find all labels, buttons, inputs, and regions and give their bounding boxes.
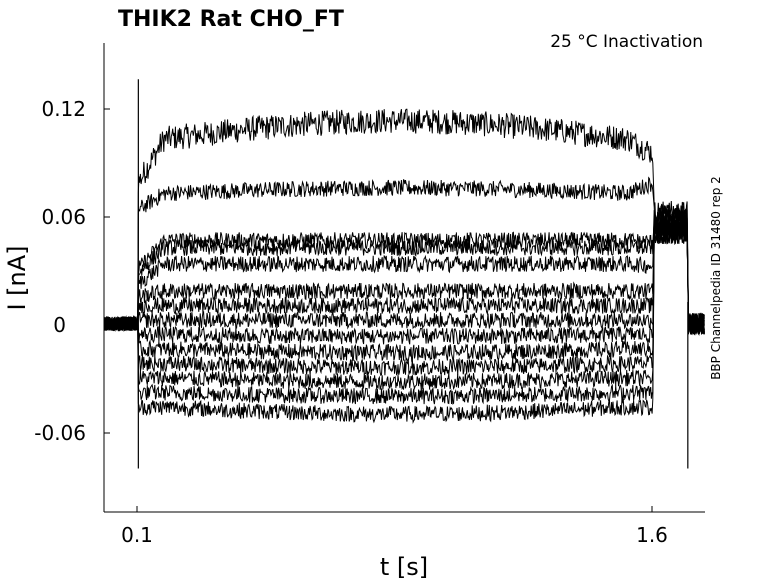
- y-ticks: 0.12 0.06 0 -0.06: [34, 97, 110, 445]
- x-tick-label: 0.1: [121, 523, 153, 547]
- trace-line: [104, 209, 705, 335]
- x-ticks: 0.1 1.6: [121, 506, 668, 547]
- x-tick-label: 1.6: [636, 523, 668, 547]
- y-tick-label: -0.06: [34, 421, 86, 445]
- y-tick-label: 0: [53, 313, 66, 337]
- trace-line: [104, 216, 705, 334]
- trace-line: [104, 176, 705, 335]
- trace-line: [104, 212, 705, 336]
- trace-line: [104, 222, 705, 424]
- x-axis-label: t [s]: [380, 553, 428, 581]
- trace-line: [104, 108, 705, 335]
- trace-line: [104, 222, 705, 376]
- trace-line: [104, 222, 705, 391]
- traces-group: [104, 79, 705, 469]
- trace-line: [104, 222, 705, 405]
- y-tick-label: 0.06: [41, 205, 86, 229]
- y-axis-label: I [nA]: [3, 245, 31, 310]
- trace-line: [104, 218, 705, 345]
- trace-line: [104, 214, 705, 334]
- chart-subtitle: 25 °C Inactivation: [550, 32, 703, 52]
- trace-line: [104, 220, 705, 363]
- chart-title: THIK2 Rat CHO_FT: [118, 7, 344, 32]
- trace-line: [104, 215, 705, 335]
- y-tick-label: 0.12: [41, 97, 86, 121]
- side-annotation: BBP Channelpedia ID 31480 rep 2: [709, 176, 723, 380]
